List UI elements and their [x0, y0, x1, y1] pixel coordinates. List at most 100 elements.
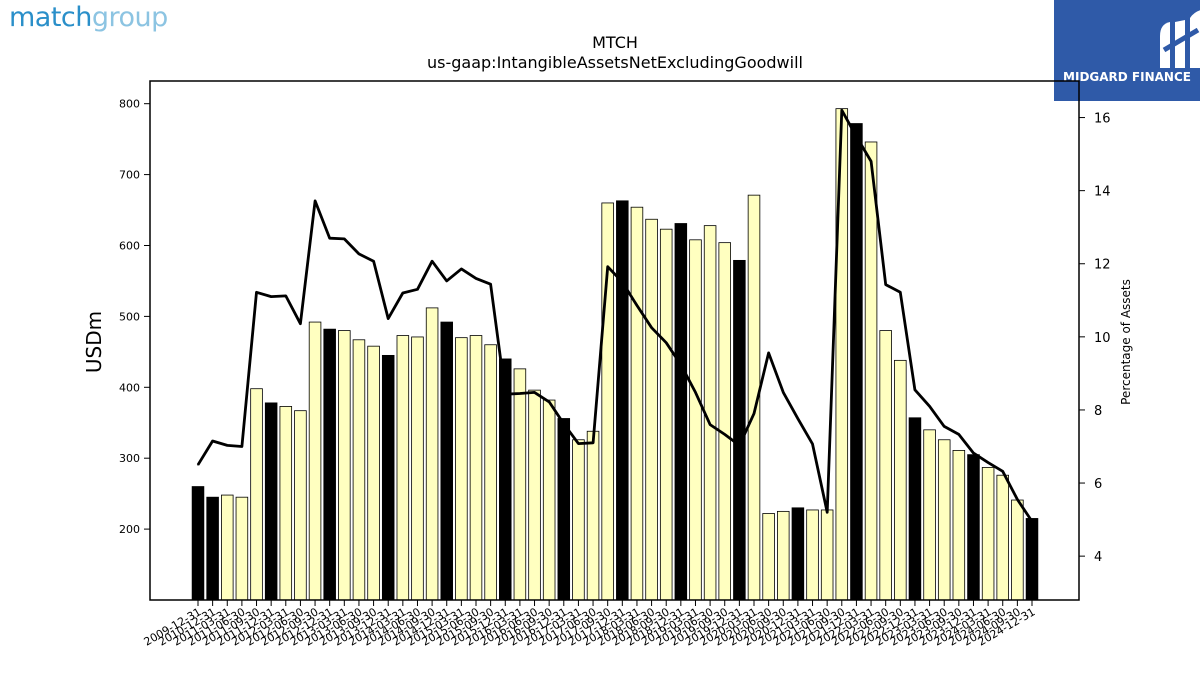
bar-2014-09-30	[425, 307, 439, 601]
y2-tick-label: 4	[1094, 550, 1102, 565]
line-point-2023-03-31	[928, 405, 931, 408]
bar-2014-03-31	[396, 335, 410, 601]
bar-2011-03-31	[221, 494, 234, 601]
line-point-2011-03-31	[226, 444, 229, 447]
line-point-2022-03-31	[870, 160, 872, 163]
line-point-2014-03-31	[402, 292, 404, 294]
line-point-2022-09-30	[899, 291, 902, 294]
bar-2013-03-31	[338, 330, 351, 601]
bar-2009-12-31	[191, 486, 205, 601]
bar-2022-06-30	[879, 330, 892, 601]
y-axis-left: 200 300 400 500 600 700 800	[119, 98, 150, 536]
x-axis: 2009-12-312010-12-312011-03-312011-06-30…	[142, 600, 1038, 649]
plot-frame	[149, 80, 1080, 601]
bar-2014-12-31	[440, 321, 453, 601]
line-point-2020-09-30	[782, 391, 785, 394]
line-point-2016-09-30	[548, 401, 550, 403]
y-tick-label: 400	[119, 381, 140, 394]
y-tick-label: 200	[119, 523, 140, 536]
bar-2024-09-30	[1011, 499, 1024, 601]
chart-title: MTCH	[592, 33, 638, 52]
bar-2019-03-31	[689, 239, 702, 601]
y-tick-label: 700	[119, 169, 140, 182]
line-point-2015-12-31	[504, 393, 507, 396]
bar-series	[191, 108, 1039, 601]
bar-2024-12-31	[1025, 518, 1039, 601]
y2-axis-label: Percentage of Assets	[1119, 279, 1133, 405]
line-point-2014-12-31	[445, 280, 448, 282]
line-point-2012-03-31	[284, 295, 287, 297]
line-point-2019-12-31	[738, 444, 741, 447]
y-tick-label: 300	[119, 452, 140, 465]
line-point-2024-12-31	[1031, 520, 1033, 523]
line-point-2009-12-31	[197, 463, 199, 466]
bar-2010-12-31	[206, 496, 219, 601]
bar-2021-12-31	[850, 123, 863, 601]
line-point-2017-12-31	[621, 281, 624, 283]
midgard-brand-text: MIDGARD FINANCE	[1063, 70, 1191, 84]
line-point-2018-12-31	[680, 363, 682, 366]
bar-2022-09-30	[894, 359, 907, 601]
line-series	[196, 108, 1034, 523]
bar-2017-12-31	[616, 200, 629, 601]
line-point-2014-06-30	[416, 288, 419, 291]
bar-2020-09-30	[777, 510, 790, 601]
bar-2020-06-30	[762, 513, 775, 601]
line-point-2017-09-30	[606, 265, 609, 268]
bar-2020-12-31	[791, 507, 805, 601]
line-point-2020-12-31	[797, 417, 799, 420]
bar-2016-12-31	[557, 418, 571, 601]
line-point-2017-03-31	[577, 442, 580, 445]
bar-2021-09-30	[835, 108, 849, 601]
line-point-2020-06-30	[767, 352, 770, 354]
line-point-2016-12-31	[562, 423, 565, 425]
line-point-2021-03-31	[811, 443, 814, 445]
line-point-2019-06-30	[709, 423, 711, 426]
bar-2016-06-30	[528, 389, 541, 601]
bar-2022-03-31	[864, 141, 878, 601]
bar-2011-12-31	[264, 402, 278, 601]
y2-tick-label: 10	[1094, 331, 1111, 346]
bar-2022-12-31	[908, 417, 922, 601]
line-point-2023-06-30	[943, 425, 946, 428]
midgard-finance-logo: MIDGARD FINANCE	[1054, 0, 1200, 101]
y2-tick-label: 16	[1094, 112, 1111, 127]
bar-2023-12-31	[967, 454, 980, 601]
bar-2014-06-30	[411, 336, 424, 601]
bar-2012-12-31	[323, 328, 336, 601]
logo-word-match: match	[9, 2, 92, 33]
line-point-2019-09-30	[723, 433, 726, 436]
bar-2015-09-30	[484, 344, 497, 601]
line-point-2021-12-31	[855, 135, 858, 138]
logo-word-group: group	[91, 2, 168, 33]
line-point-2013-09-30	[372, 260, 375, 262]
y-tick-label: 800	[119, 98, 140, 111]
bar-2024-06-30	[996, 474, 1009, 601]
line-point-2020-03-31	[753, 412, 755, 415]
line-point-2015-03-31	[460, 268, 463, 270]
bar-2023-03-31	[923, 429, 936, 601]
bar-2011-06-30	[235, 496, 249, 601]
line-point-2018-06-30	[650, 326, 653, 329]
y2-tick-label: 14	[1094, 185, 1111, 200]
bar-2017-03-31	[572, 439, 585, 601]
bar-2012-06-30	[294, 410, 307, 601]
bar-2021-03-31	[806, 509, 819, 601]
bar-2017-09-30	[601, 202, 614, 601]
line-point-2012-09-30	[314, 200, 316, 202]
bar-2016-03-31	[513, 368, 527, 601]
line-point-2018-03-31	[636, 304, 638, 307]
line-point-2011-06-30	[241, 445, 243, 448]
line-point-2015-06-30	[475, 277, 477, 280]
chart-subtitle: us-gaap:IntangibleAssetsNetExcludingGood…	[427, 53, 803, 72]
line-point-2019-03-31	[694, 391, 697, 394]
bar-2019-12-31	[733, 259, 746, 601]
bar-2017-06-30	[586, 430, 600, 601]
percentage-line	[196, 108, 1034, 523]
line-point-2013-06-30	[358, 253, 360, 255]
bar-2018-12-31	[674, 223, 688, 601]
bar-2013-09-30	[367, 345, 380, 601]
line-point-2018-09-30	[665, 341, 668, 344]
line-point-2017-06-30	[592, 442, 594, 444]
